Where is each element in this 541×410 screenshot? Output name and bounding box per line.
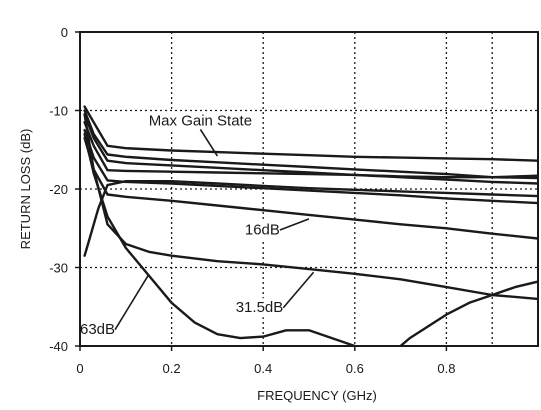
x-tick-label: 0.6 xyxy=(346,361,364,376)
y-tick-label: -10 xyxy=(49,104,68,119)
series-line xyxy=(83,128,538,205)
y-tick-label: -20 xyxy=(49,182,68,197)
series-line xyxy=(83,136,538,240)
annotation-label: Max Gain State xyxy=(149,112,252,129)
x-tick-label: 0.4 xyxy=(254,361,272,376)
y-tick-label: -30 xyxy=(49,261,68,276)
series-line xyxy=(83,113,538,185)
annotation-leader-line xyxy=(279,218,310,231)
series-line xyxy=(83,132,360,346)
annotations: Max Gain State 16dB 31.5dB 63dB xyxy=(78,111,315,340)
annotation-leader-line xyxy=(282,271,315,309)
series-lines xyxy=(83,105,538,346)
series-line xyxy=(83,113,538,301)
series-line xyxy=(83,109,538,180)
x-axis-title: FREQUENCY (GHz) xyxy=(257,388,377,403)
annotation-label: 63dB xyxy=(80,321,115,338)
annotation-leader-line xyxy=(199,128,219,157)
series-line xyxy=(398,280,538,346)
series-line xyxy=(83,121,538,179)
y-tick-label: 0 xyxy=(61,25,68,40)
series-line xyxy=(83,180,538,257)
series-line xyxy=(83,105,538,162)
annotation-leader-line xyxy=(114,274,150,331)
x-tick-label: 0.2 xyxy=(163,361,181,376)
y-axis-title: RETURN LOSS (dB) xyxy=(18,129,33,250)
y-tick-label: -40 xyxy=(49,339,68,354)
annotation-label: 16dB xyxy=(245,222,280,239)
annotation-label: 31.5dB xyxy=(236,299,284,316)
ticks: 0 0.2 0.4 0.6 0.8 0 -10 -20 -30 -40 xyxy=(49,25,455,376)
x-tick-label: 0.8 xyxy=(437,361,455,376)
x-tick-label: 0 xyxy=(76,361,83,376)
